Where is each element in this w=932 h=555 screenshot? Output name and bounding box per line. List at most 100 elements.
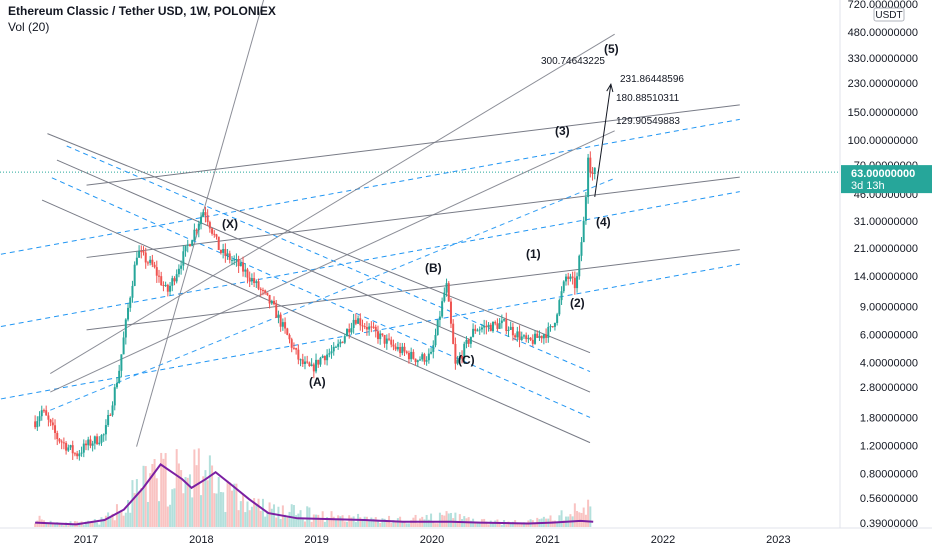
volume-bar: [476, 523, 479, 527]
volume-bar: [277, 506, 280, 527]
volume-bar: [297, 513, 300, 527]
wave-label-2: (B): [425, 261, 442, 275]
candle-body: [454, 343, 457, 364]
candle-body: [374, 326, 377, 332]
candle-body: [478, 329, 481, 331]
candle-body: [175, 274, 178, 282]
candle-body: [421, 354, 424, 360]
volume-bar: [47, 523, 50, 527]
volume-bar: [155, 478, 158, 527]
candle-body: [496, 323, 499, 329]
candle-body: [301, 359, 304, 365]
volume-bar: [438, 512, 441, 527]
candle-body: [458, 355, 461, 360]
wave-label-7: (4): [596, 215, 611, 229]
candle-body: [587, 157, 590, 198]
x-tick-label: 2017: [74, 534, 98, 546]
volume-bar: [36, 520, 39, 527]
candle-body: [120, 354, 123, 371]
candle-body: [129, 297, 132, 308]
candle-body: [193, 229, 196, 241]
candle-body: [582, 220, 585, 243]
downtrend-line-2: [41, 199, 591, 444]
volume-bar: [186, 477, 189, 527]
candle-body: [445, 283, 448, 293]
candle-body: [534, 333, 537, 344]
volume-bar: [509, 522, 512, 527]
candle-body: [200, 216, 203, 224]
candle-body: [323, 355, 326, 361]
candle-body: [162, 285, 165, 287]
candle-body: [363, 326, 366, 328]
volume-bar: [102, 518, 105, 527]
candle-body: [299, 359, 302, 361]
volume-bar: [157, 501, 160, 527]
volume-bar: [98, 524, 101, 527]
wave-label-5: (2): [570, 296, 585, 310]
volume-bar: [182, 493, 185, 527]
volume-bar: [91, 521, 94, 527]
volume-bar: [104, 515, 107, 527]
candle-body: [69, 445, 72, 448]
candle-body: [219, 249, 222, 253]
candle-body: [266, 292, 269, 295]
target-label-0: 300.74643225: [541, 56, 605, 67]
candle-body: [87, 439, 90, 446]
volume-bar: [518, 524, 521, 527]
candle-body: [124, 319, 127, 338]
volume-bar: [213, 493, 216, 527]
volume-bar: [534, 524, 537, 527]
volume-bar: [328, 517, 331, 527]
volume-bar: [310, 521, 313, 527]
candle-body: [96, 436, 99, 444]
volume-bar: [273, 504, 276, 527]
channel-0-line-2: [86, 249, 740, 331]
candle-body: [520, 336, 523, 340]
candle-body: [226, 253, 229, 256]
candle-body: [100, 435, 103, 443]
volume-bar: [390, 523, 393, 527]
volume-indicator-label[interactable]: Vol (20): [8, 20, 50, 34]
candle-body: [326, 354, 329, 361]
volume-bar: [348, 515, 351, 527]
candle-body: [204, 212, 207, 216]
candle-body: [399, 346, 402, 354]
y-tick-label: 330.00000000: [848, 53, 918, 65]
candle-body: [576, 276, 579, 289]
candle-body: [160, 276, 163, 286]
volume-bar: [144, 466, 147, 527]
candle-body: [270, 300, 273, 304]
volume-bar: [131, 480, 134, 527]
candle-body: [419, 359, 422, 361]
volume-bar: [217, 477, 220, 527]
candle-body: [89, 439, 92, 446]
candle-body: [438, 316, 441, 320]
candle-body: [85, 443, 87, 446]
candle-body: [49, 419, 52, 423]
candle-body: [303, 361, 306, 365]
candle-body: [45, 410, 48, 416]
candle-body: [177, 268, 180, 275]
x-tick-label: 2022: [651, 534, 675, 546]
candle-body: [310, 364, 313, 366]
candle-body: [474, 328, 477, 331]
volume-bar: [403, 521, 406, 527]
volume-bar: [71, 524, 74, 527]
candle-body: [584, 197, 587, 221]
candle-body: [580, 242, 583, 256]
candle-body: [456, 359, 459, 364]
candle-body: [461, 355, 464, 359]
volume-bar: [288, 511, 291, 527]
volume-bar: [208, 455, 211, 527]
candle-body: [292, 347, 295, 349]
volume-bar: [107, 512, 110, 527]
candle-body: [589, 157, 592, 173]
candle-body: [211, 228, 214, 234]
downtrend-line-1: [56, 159, 591, 393]
candle-body: [553, 322, 556, 327]
candle-body: [250, 278, 253, 282]
symbol-title[interactable]: Ethereum Classic / Tether USD, 1W, POLON…: [8, 4, 276, 18]
candle-body: [36, 421, 39, 428]
candle-body: [441, 301, 444, 317]
